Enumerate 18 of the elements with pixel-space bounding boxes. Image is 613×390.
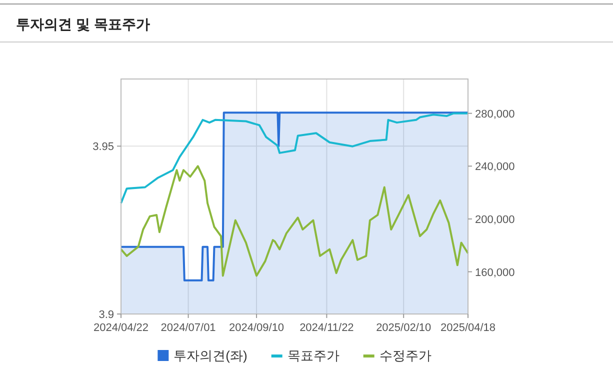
x-tick-label: 2024/09/10	[229, 322, 284, 334]
line-series	[120, 165, 469, 277]
x-tick-label: 2025/04/18	[440, 322, 496, 334]
legend-label: 투자의견(좌)	[174, 348, 248, 363]
x-tick-label: 2024/11/22	[300, 322, 354, 334]
y2-tick-label: 240,000	[475, 161, 515, 174]
chart-title: 투자의견 및 목표주가	[16, 16, 150, 32]
y-tick-label: 3.95	[92, 141, 114, 154]
y-tick-label: 3.9	[98, 309, 114, 321]
x-tick-label: 2024/07/01	[160, 322, 216, 334]
legend-label: 수정주가	[379, 348, 432, 363]
legend-label: 목표주가	[287, 348, 340, 363]
line-series	[120, 112, 469, 204]
x-tick-label: 2024/04/22	[93, 322, 149, 334]
y2-tick-label: 160,000	[475, 266, 515, 279]
y2-tick-label: 280,000	[475, 108, 515, 120]
x-tick-label: 2025/02/10	[376, 322, 432, 334]
y2-tick-label: 200,000	[475, 214, 515, 226]
